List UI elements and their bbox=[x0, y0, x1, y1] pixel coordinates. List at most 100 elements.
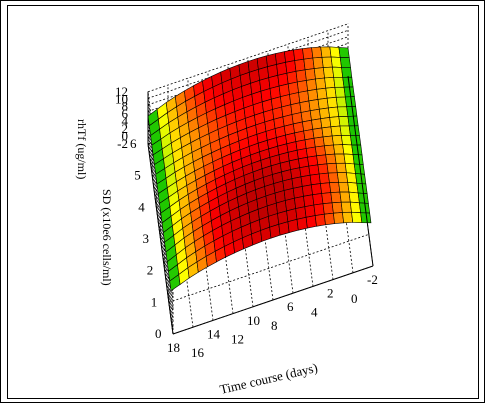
surface-facet bbox=[311, 46, 323, 59]
surface-facet bbox=[342, 144, 354, 155]
surface-facet bbox=[321, 126, 333, 138]
surface-facet bbox=[322, 66, 335, 79]
surface-facet bbox=[321, 192, 333, 205]
surface-facet bbox=[330, 191, 342, 204]
surface-facet bbox=[349, 201, 361, 214]
surface-facet bbox=[339, 191, 351, 203]
z-tick-label: -2 bbox=[117, 136, 128, 151]
surface-facet bbox=[318, 172, 330, 184]
surface-facet bbox=[344, 162, 356, 174]
y-tick-label: 5 bbox=[134, 168, 141, 183]
surface-facet bbox=[335, 162, 347, 173]
surface-facet bbox=[324, 76, 336, 89]
box-front-edges bbox=[147, 75, 374, 335]
surface-facet bbox=[337, 106, 349, 117]
surface-facet bbox=[338, 182, 350, 193]
surface-facet bbox=[346, 172, 358, 184]
y-tick-label: 1 bbox=[151, 294, 158, 309]
z-tick-label: 4 bbox=[122, 114, 129, 129]
surface-facet bbox=[339, 125, 351, 136]
x-tick-label: 10 bbox=[247, 313, 260, 328]
surface-facet bbox=[331, 134, 343, 146]
surface-facet bbox=[296, 216, 308, 231]
surface-facet bbox=[338, 116, 350, 127]
surface-facet bbox=[309, 173, 321, 186]
surface-facet bbox=[278, 221, 290, 236]
x-tick-label: 4 bbox=[311, 304, 318, 319]
surface-facet bbox=[303, 194, 315, 208]
surface-facet bbox=[314, 213, 326, 227]
surface-facet bbox=[333, 212, 345, 224]
y-tick-label: 0 bbox=[155, 326, 162, 341]
surface-facet bbox=[329, 181, 341, 193]
surface-facet bbox=[308, 164, 320, 176]
y-tick-label: 4 bbox=[138, 199, 145, 214]
surface-facet bbox=[304, 204, 316, 218]
surface-facet bbox=[348, 191, 360, 204]
surface-facet bbox=[322, 202, 334, 215]
surface-facet bbox=[312, 56, 324, 69]
box-edge bbox=[147, 143, 174, 335]
surface-facet bbox=[286, 70, 298, 85]
surface-facet bbox=[321, 56, 333, 68]
surface-facet bbox=[340, 134, 353, 146]
surface-facet bbox=[307, 88, 319, 102]
surface-facet bbox=[293, 48, 305, 61]
surface-facet bbox=[295, 69, 307, 83]
surface-facet bbox=[300, 174, 312, 187]
surface-facet bbox=[331, 201, 343, 214]
surface-facet bbox=[312, 127, 324, 139]
surface-mesh bbox=[147, 46, 372, 292]
surface-facet bbox=[313, 67, 325, 80]
surface-facet bbox=[313, 136, 325, 148]
surface-facet bbox=[326, 96, 338, 109]
surface-facet bbox=[309, 108, 321, 121]
surface-facet bbox=[339, 57, 351, 68]
surface-facet bbox=[307, 155, 319, 167]
surface-facet bbox=[312, 193, 324, 206]
surface-facet bbox=[335, 96, 347, 108]
surface-facet bbox=[330, 125, 342, 137]
surface-facet bbox=[314, 145, 327, 157]
surface-facet bbox=[325, 86, 337, 99]
surface-facet bbox=[305, 215, 317, 229]
surface-facet bbox=[347, 181, 359, 194]
surface-facet bbox=[334, 86, 346, 98]
x-tick-label: 16 bbox=[191, 345, 205, 360]
surface-facet bbox=[318, 107, 331, 120]
surface-facet bbox=[302, 47, 314, 60]
surface-facet bbox=[303, 57, 315, 71]
x-tick-label: 12 bbox=[231, 332, 244, 347]
box-edge bbox=[347, 75, 374, 267]
z-tick-label: 2 bbox=[122, 121, 129, 136]
z-tick-label: 10 bbox=[115, 91, 128, 106]
surface-facet bbox=[320, 182, 332, 194]
surface-facet bbox=[334, 153, 346, 164]
x-tick-label: -2 bbox=[367, 272, 378, 287]
surface-facet bbox=[329, 116, 341, 128]
z-tick-label: 6 bbox=[122, 106, 129, 121]
surface-facet bbox=[320, 46, 332, 58]
surface-facet bbox=[304, 68, 316, 81]
y-tick-label: 3 bbox=[143, 231, 150, 246]
surface-facet bbox=[315, 77, 327, 90]
surface-facet bbox=[294, 58, 306, 72]
surface-facet bbox=[311, 118, 323, 130]
surface-facet bbox=[332, 66, 344, 78]
x-tick-label: 2 bbox=[327, 286, 334, 301]
surface-facet bbox=[322, 135, 334, 147]
surface-facet bbox=[360, 212, 372, 224]
surface-facet bbox=[351, 211, 363, 224]
surface-facet bbox=[324, 144, 336, 156]
grid-line bbox=[168, 233, 369, 303]
surface-facet bbox=[313, 203, 325, 216]
box-edge bbox=[172, 265, 374, 335]
surface-facet bbox=[341, 67, 353, 78]
surface-facet bbox=[284, 49, 296, 63]
surface-facet bbox=[343, 153, 355, 165]
surface-facet bbox=[327, 172, 339, 184]
surface-facet bbox=[320, 117, 332, 129]
surface-facet bbox=[333, 144, 345, 155]
